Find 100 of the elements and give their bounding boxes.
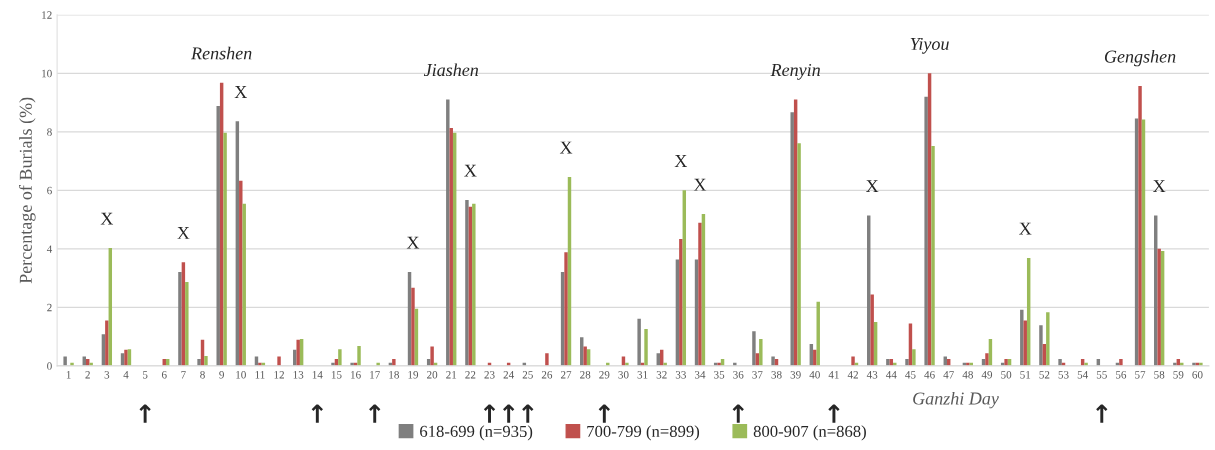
x-tick-label: 47 [943,371,954,379]
bar [564,252,568,366]
annotation: ↑ [828,404,840,423]
x-tick-label: 44 [885,371,897,379]
x-tick-label: 46 [924,371,935,379]
annotation: X [693,178,707,191]
bar [1157,248,1161,366]
annotation: X [1019,222,1032,235]
annotation: X [674,155,688,167]
bar [446,99,450,366]
bar [1039,325,1043,366]
bar [924,96,928,366]
annotation: Renyin [770,63,820,80]
bar [185,281,189,366]
x-tick-label: 18 [389,371,399,379]
bar [813,349,817,366]
x-tick-label: 29 [599,371,610,379]
x-tick-label: 57 [1135,371,1146,379]
x-tick-label: 39 [790,371,801,379]
x-tick-label: 17 [370,371,380,379]
x-tick-label: 38 [771,371,782,379]
x-tick-label: 10 [236,371,246,379]
bar [465,200,469,366]
bar [197,359,201,366]
x-tick-label: 41 [828,371,839,379]
x-tick-label: 32 [656,371,667,379]
x-tick-label: 40 [809,371,820,379]
bar [338,349,342,366]
x-tick-label: 2 [85,371,90,379]
x-tick-label: 5 [142,371,148,379]
y-tick-label: 10 [42,69,52,78]
x-tick-label: 19 [408,371,419,379]
bar [1058,359,1062,366]
bar [912,349,916,366]
x-tick-label: 4 [123,371,129,379]
bar [204,355,208,366]
x-tick-label: 48 [962,371,973,379]
x-tick-label: 34 [694,371,706,379]
annotation: ↑ [732,404,744,423]
bar [698,222,702,366]
x-tick-label: 11 [255,371,265,379]
annotation: X [464,164,477,177]
annotation: ↑ [139,404,151,423]
x-tick-label: 7 [181,371,186,379]
x-tick-label: 31 [637,371,648,379]
x-tick-label: 25 [522,371,533,379]
annotation: ↑ [503,404,515,423]
annotation: ↑ [1096,404,1108,423]
bar [277,356,281,366]
legend-label: 800-907 (n=868) [753,425,866,441]
bar [1138,85,1142,366]
bar [1046,312,1050,366]
bar [472,203,476,366]
x-tick-label: 52 [1039,371,1050,379]
x-tick-label: 50 [1001,371,1012,379]
bar [886,359,890,366]
bar [644,328,648,366]
bar [905,359,909,366]
bar [637,318,641,366]
x-tick-label: 22 [465,371,476,379]
bar [752,331,756,366]
bar [790,112,794,366]
bar [985,353,989,366]
bar [239,180,243,366]
x-tick-label: 15 [331,371,342,379]
x-tick-label: 60 [1192,371,1203,379]
annotation: Gengshen [1104,49,1176,67]
x-tick-label: 12 [274,371,284,379]
y-tick-label: 12 [42,11,52,19]
x-tick-label: 37 [752,371,763,379]
x-tick-label: 33 [675,371,686,379]
y-tick-label: 2 [47,303,52,312]
bar [392,359,396,366]
x-tick-label: 58 [1154,371,1165,379]
annotation: X [100,212,114,225]
bar [178,271,182,366]
annotation: X [559,141,573,154]
annotation: Renshen [190,46,252,60]
annotation: X [234,86,247,98]
bar [851,356,855,366]
bar [223,132,227,366]
y-axis-title: Percentage of Burials (%) [18,97,36,284]
bar [931,145,935,366]
x-axis-title: Ganzhi Day [913,391,999,409]
bar [771,356,775,366]
annotation: ↑ [522,404,534,423]
x-tick-label: 51 [1020,371,1031,379]
bar [105,320,109,366]
x-tick-label: 23 [484,371,495,379]
x-tick-label: 14 [312,371,323,379]
bar [357,345,361,366]
y-tick-label: 4 [46,245,53,253]
x-tick-label: 9 [219,371,224,379]
bar [124,349,128,366]
x-tick-label: 28 [580,371,591,379]
x-tick-label: 6 [161,371,167,379]
x-tick-label: 20 [427,371,438,379]
x-tick-label: 35 [714,371,725,379]
annotation: X [406,236,420,249]
annotation: X [866,180,879,193]
